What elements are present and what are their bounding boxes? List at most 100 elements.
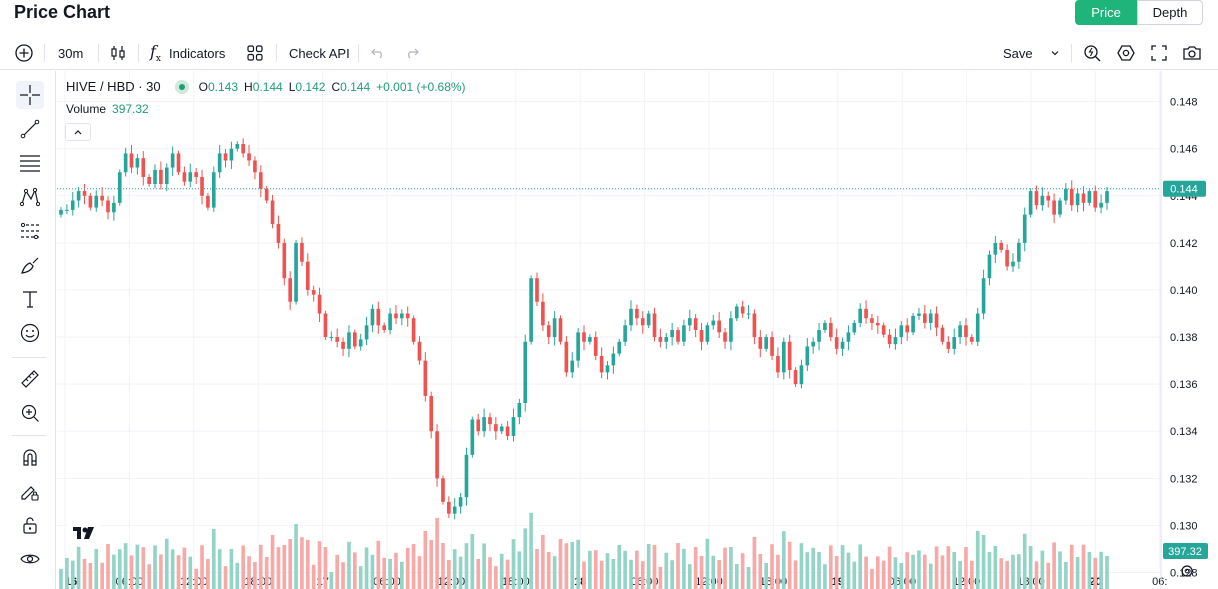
price-chart[interactable]: 0.148 0.146 0.144 0.142 0.140 0.138 0.136 0.134… <box>57 71 1218 589</box>
volume-bar <box>141 547 146 589</box>
save-menu-button[interactable] <box>1049 36 1061 70</box>
crosshair-tool[interactable] <box>16 81 44 109</box>
candle-body <box>934 313 939 328</box>
volume-bar <box>1046 562 1051 589</box>
volume-bar <box>1099 551 1103 589</box>
volume-bar <box>482 543 486 589</box>
volume-bar <box>811 547 816 589</box>
volume-bar <box>652 545 657 589</box>
lock-drawing-tool[interactable] <box>16 477 44 505</box>
volume-bar <box>329 572 334 589</box>
low-value: 0.142 <box>295 79 326 94</box>
open-value: 0.143 <box>207 79 239 94</box>
volume-bar <box>664 552 669 589</box>
candle-body <box>1034 191 1039 206</box>
volume-bar <box>870 568 874 589</box>
volume-bar <box>723 547 727 589</box>
volume-bar <box>117 549 122 589</box>
collapse-legend-button[interactable] <box>65 123 91 141</box>
volume-bar <box>164 538 169 589</box>
lock-all-tool[interactable] <box>16 511 44 539</box>
candle-body <box>211 172 216 208</box>
candle-body <box>682 325 686 342</box>
emoji-tool[interactable] <box>16 319 44 347</box>
forecast-icon <box>20 222 39 240</box>
grid-icon <box>247 45 263 61</box>
candle-body <box>999 242 1004 250</box>
volume-bar <box>411 544 416 589</box>
chart-area[interactable]: 0.148 0.146 0.144 0.142 0.140 0.138 0.136 0.134… <box>57 71 1218 589</box>
volume-bar <box>511 539 516 589</box>
candle-body <box>217 153 222 173</box>
volume-bar <box>476 559 481 589</box>
text-tool[interactable] <box>16 285 44 313</box>
volume-bar <box>129 555 134 589</box>
check-api-button[interactable]: Check API <box>289 45 350 61</box>
candle-body <box>758 337 763 349</box>
redo-button[interactable] <box>404 36 420 70</box>
high-value: 0.144 <box>252 79 283 94</box>
tv-logo-icon <box>73 527 94 539</box>
volume-bar <box>282 545 287 589</box>
volume-bar <box>394 552 398 589</box>
volume-bar <box>1017 554 1021 589</box>
candle-body <box>611 353 616 366</box>
price-tick-label: 0.148 <box>1170 97 1198 109</box>
candle-body <box>382 325 387 330</box>
add-symbol-button[interactable] <box>14 36 34 70</box>
volume-bar <box>934 546 939 589</box>
measure-tool[interactable] <box>16 365 44 393</box>
candle-body <box>928 313 933 323</box>
tab-depth[interactable]: Depth <box>1137 0 1203 25</box>
axis-settings-icon <box>1181 565 1193 577</box>
candle-body <box>294 242 298 302</box>
candle-body <box>1081 193 1086 203</box>
magnet-tool[interactable] <box>16 443 44 471</box>
fib-tool[interactable] <box>16 149 44 177</box>
change-value: +0.001 (+0.68%) <box>376 79 466 94</box>
candle-body <box>458 497 463 507</box>
volume-bar <box>646 544 651 589</box>
screenshot-button[interactable] <box>1182 36 1202 70</box>
tab-price[interactable]: Price <box>1075 0 1137 25</box>
volume-bar <box>975 530 980 589</box>
volume-bar <box>805 552 810 589</box>
pattern-tool[interactable] <box>16 183 44 211</box>
undo-button[interactable] <box>370 36 386 70</box>
volume-bar <box>617 545 622 589</box>
volume-bar <box>1069 544 1074 589</box>
high-label: H <box>244 79 253 94</box>
volume-bar <box>405 547 410 589</box>
indicators-button[interactable]: fx Indicators <box>150 36 225 70</box>
trend-line-tool[interactable] <box>16 115 44 143</box>
forecast-tool[interactable] <box>16 217 44 245</box>
chart-type-button[interactable] <box>108 36 128 70</box>
volume-bar <box>470 534 475 589</box>
volume-bar <box>940 555 945 589</box>
volume-bar <box>499 553 504 589</box>
candle-body <box>88 195 93 208</box>
volume-bar <box>276 547 281 589</box>
zoom-tool[interactable] <box>16 399 44 427</box>
volume-bar <box>423 531 428 589</box>
candle-body <box>364 325 369 340</box>
quick-search-button[interactable] <box>1082 36 1102 70</box>
hide-drawings-tool[interactable] <box>16 545 44 573</box>
brush-tool[interactable] <box>16 251 44 279</box>
fullscreen-button[interactable] <box>1150 36 1168 70</box>
volume-bar <box>147 564 151 589</box>
candle-body <box>376 308 381 326</box>
volume-bar <box>294 524 298 589</box>
candle-body <box>558 318 563 342</box>
interval-button[interactable]: 30m <box>58 45 84 61</box>
volume-bar <box>65 558 69 589</box>
candle-body <box>94 195 99 208</box>
tradingview-logo[interactable] <box>66 519 102 547</box>
templates-button[interactable] <box>246 36 264 70</box>
candle-body <box>940 327 945 342</box>
settings-button[interactable] <box>1116 36 1136 70</box>
volume-bar <box>135 544 140 589</box>
volume-bar <box>300 537 304 589</box>
candle-body <box>452 506 457 514</box>
save-button[interactable]: Save <box>1003 45 1033 61</box>
